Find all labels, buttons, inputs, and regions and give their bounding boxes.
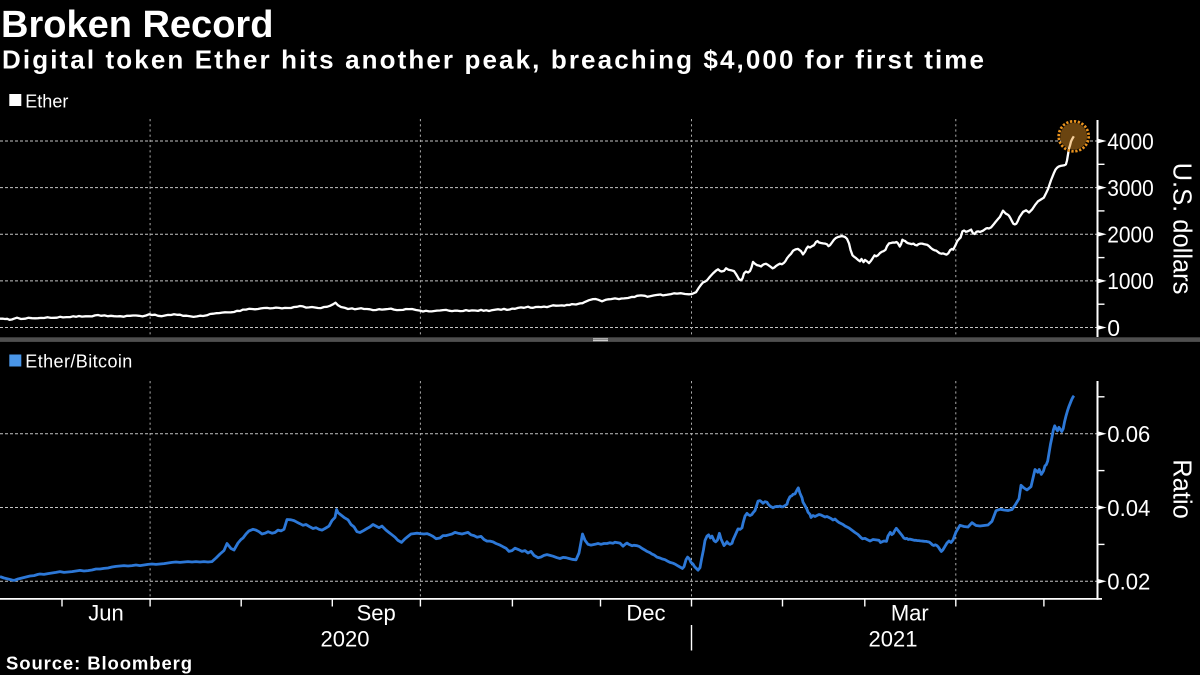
svg-text:2000: 2000	[1107, 222, 1154, 248]
svg-text:Ether/Bitcoin: Ether/Bitcoin	[25, 352, 132, 372]
svg-text:0.04: 0.04	[1107, 495, 1150, 521]
svg-text:Mar: Mar	[891, 601, 929, 626]
svg-text:Dec: Dec	[626, 601, 665, 626]
svg-text:U.S. dollars: U.S. dollars	[1168, 163, 1196, 295]
svg-text:3000: 3000	[1107, 175, 1154, 201]
svg-text:0.06: 0.06	[1107, 421, 1150, 447]
svg-text:0.02: 0.02	[1107, 569, 1150, 595]
svg-text:Jun: Jun	[88, 601, 123, 626]
svg-text:Sep: Sep	[357, 601, 396, 626]
svg-text:0: 0	[1107, 315, 1120, 341]
svg-text:2021: 2021	[869, 627, 918, 652]
svg-text:2020: 2020	[321, 627, 370, 652]
svg-text:Broken Record: Broken Record	[1, 4, 273, 46]
svg-text:Ratio: Ratio	[1168, 459, 1196, 519]
svg-text:Ether: Ether	[25, 91, 68, 111]
svg-text:4000: 4000	[1107, 128, 1154, 154]
svg-text:1000: 1000	[1107, 268, 1154, 294]
svg-text:Source: Bloomberg: Source: Bloomberg	[6, 653, 193, 674]
